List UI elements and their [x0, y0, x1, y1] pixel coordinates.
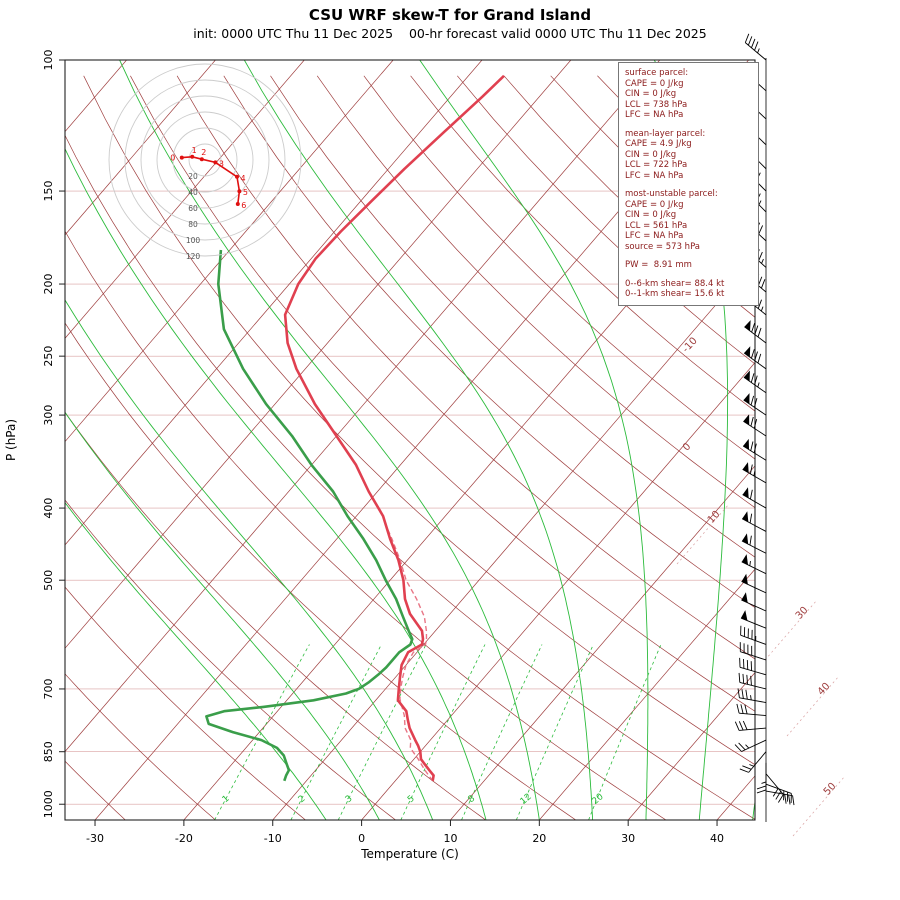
plot-border [64, 59, 756, 821]
svg-text:300: 300 [42, 405, 55, 426]
svg-text:-30: -30 [86, 832, 104, 845]
svg-text:-20: -20 [175, 832, 193, 845]
parcel-info-box: surface parcel: CAPE = 0 J/kg CIN = 0 J/kg… [618, 62, 759, 306]
hodograph-ring-label: 40 [188, 188, 198, 197]
svg-text:850: 850 [42, 741, 55, 762]
svg-text:1: 1 [221, 794, 232, 805]
mixing-ratio-labels: 1 2 3 5 8 12 20 [221, 792, 606, 807]
hodograph-km-label: 5 [243, 188, 248, 197]
svg-text:20: 20 [532, 832, 546, 845]
dewpoint-curve [205, 249, 414, 782]
parcel-info-section: PW = 8.91 mm [625, 260, 692, 270]
parcel-info-section: mean-layer parcel: CAPE = 4.9 J/kg CIN = 0… [625, 128, 706, 181]
dry-adiabat-lines [65, 75, 755, 820]
svg-text:150: 150 [42, 181, 55, 202]
mixing-ratio-lines [214, 644, 662, 820]
x-axis-label: Temperature (C) [360, 847, 459, 861]
hodograph-km-label: 0 [170, 154, 175, 163]
chart-title: CSU WRF skew-T for Grand Island [308, 6, 592, 24]
svg-text:0: 0 [358, 832, 365, 845]
temperature-curve [283, 74, 505, 782]
hodograph-ring-label: 60 [188, 204, 198, 213]
parcel-info-section: most-unstable parcel: CAPE = 0 J/kg CIN = … [625, 189, 718, 252]
svg-text:100: 100 [42, 50, 55, 71]
pressure-gridlines [65, 59, 755, 805]
hodograph: 20 40 60 80 100 120 0 1 2 3 4 5 6 [108, 63, 302, 261]
hodograph-ring-label: 80 [188, 220, 198, 229]
svg-text:0: 0 [681, 441, 693, 453]
parcel-info-section: 0--6-km shear= 88.4 kt 0--1-km shear= 15.… [625, 278, 725, 300]
svg-text:8: 8 [466, 794, 477, 806]
hodograph-km-label: 2 [201, 148, 206, 157]
svg-text:1000: 1000 [42, 790, 55, 818]
sounding-profiles [205, 74, 505, 782]
hodograph-km-label: 6 [241, 201, 246, 210]
svg-text:3: 3 [344, 794, 355, 805]
svg-text:700: 700 [42, 678, 55, 699]
svg-text:40: 40 [710, 832, 724, 845]
hodograph-ring-label: 20 [188, 172, 198, 181]
svg-text:-10: -10 [264, 832, 282, 845]
right-isotherm-labels: -10 0 10 30 40 50 [676, 336, 846, 837]
parcel-curve [384, 523, 434, 782]
parcel-info-section: surface parcel: CAPE = 0 J/kg CIN = 0 J/kg… [625, 68, 689, 120]
y-axis-label: P (hPa) [4, 419, 18, 461]
hodograph-ring-label: 100 [186, 236, 201, 245]
svg-text:10: 10 [443, 832, 457, 845]
svg-text:20: 20 [590, 792, 605, 807]
svg-text:400: 400 [42, 498, 55, 519]
svg-text:2: 2 [297, 794, 308, 805]
svg-text:40: 40 [816, 681, 833, 698]
svg-text:5: 5 [406, 794, 417, 805]
hodograph-km-label: 1 [192, 146, 197, 155]
svg-text:50: 50 [822, 781, 839, 798]
svg-text:500: 500 [42, 570, 55, 591]
svg-text:30: 30 [794, 605, 811, 622]
svg-text:-10: -10 [681, 336, 700, 355]
hodograph-km-label: 4 [240, 174, 245, 183]
isotherm-lines [65, 60, 755, 820]
svg-text:30: 30 [621, 832, 635, 845]
hodograph-km-label: 3 [219, 159, 224, 168]
svg-text:250: 250 [42, 346, 55, 367]
svg-text:200: 200 [42, 274, 55, 295]
chart-subtitle: init: 0000 UTC Thu 11 Dec 2025 00-hr for… [193, 26, 707, 41]
hodograph-ring-label: 120 [186, 252, 201, 261]
svg-text:10: 10 [706, 509, 723, 526]
svg-text:12: 12 [519, 792, 534, 807]
moist-adiabat-lines [65, 60, 755, 820]
